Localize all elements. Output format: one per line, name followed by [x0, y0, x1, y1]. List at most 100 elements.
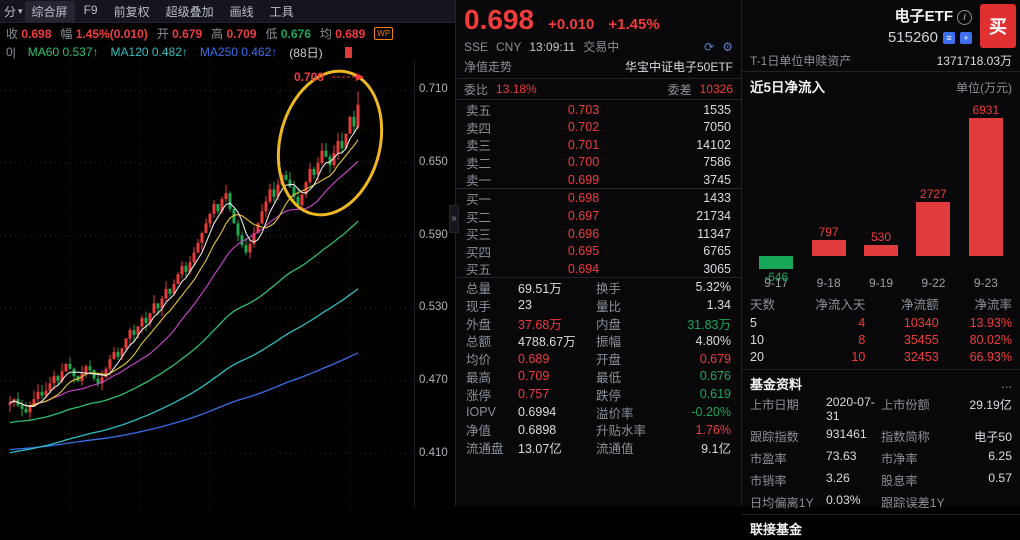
toolbar-tab-5[interactable]: 工具: [269, 4, 294, 19]
period-menu-clipped[interactable]: 分: [4, 4, 17, 19]
ask-price[interactable]: 0.699: [567, 172, 600, 187]
ask-price[interactable]: 0.701: [567, 137, 600, 152]
weicha-value: 10326: [699, 82, 733, 96]
last-price-row: 0.698 +0.010 +1.45%: [456, 0, 741, 36]
flow-bar-0: [759, 256, 794, 269]
ask-volume: 3745: [703, 172, 731, 187]
ma-legend-1: MA120 0.482↑: [110, 45, 188, 59]
info-icon[interactable]: i: [957, 10, 972, 25]
flow-cell-2-1: 10: [851, 350, 866, 364]
fund-info-grid: 上市日期 2020-07-31 上市份额 29.19亿 跟踪指数 931461 指数简称 电子…: [750, 395, 1012, 510]
flow-th-1: 净流入天: [815, 298, 866, 312]
kline-chart[interactable]: 0.709 0.710 0.650 0.590 0.530 0.470 0.410: [0, 61, 455, 507]
weibi-value: 13.18%: [496, 82, 537, 96]
more-link[interactable]: ...: [1001, 376, 1012, 391]
stat-row-6: 涨停 0.757 跌停 0.619: [466, 387, 731, 403]
chart-period: (88日): [289, 45, 323, 60]
axis-label-2: 0.590: [419, 228, 448, 241]
flow-bar-value-4: 6931: [972, 103, 1000, 117]
wp-badge-icon[interactable]: WP: [374, 26, 394, 40]
toolbar-tab-0[interactable]: 综合屏: [24, 0, 75, 22]
last-price: 0.698: [464, 4, 535, 35]
price-item-2: 开 0.679: [156, 26, 203, 41]
ask-label: 卖二: [466, 156, 492, 171]
flow-th-0: 天数: [750, 298, 776, 312]
flow-date-axis: 9-17 9-18 9-19 9-22 9-23: [742, 276, 1020, 292]
axis-label-4: 0.470: [419, 373, 448, 386]
ask-row: 卖二 0.700 7586: [456, 153, 741, 171]
ask-price[interactable]: 0.702: [567, 120, 600, 135]
bid-row: 买三 0.696 11347: [456, 224, 741, 243]
bid-volume: 3065: [703, 261, 731, 276]
flow-date-4: 9-23: [973, 276, 998, 290]
collapse-panel-handle[interactable]: »: [449, 205, 459, 233]
toolbar-tab-3[interactable]: 超级叠加: [165, 4, 214, 19]
weibi-label: 委比: [464, 82, 489, 97]
axis-label-1: 0.650: [419, 155, 448, 168]
flow-title-row: 近5日净流入 单位(万元): [742, 72, 1020, 96]
price-change: +0.010: [548, 16, 595, 33]
ask-price[interactable]: 0.703: [567, 102, 600, 117]
price-change-pct: +1.45%: [608, 16, 660, 33]
refresh-icon[interactable]: ⟳: [704, 39, 715, 54]
link-fund-title: 联接基金: [750, 522, 803, 537]
price-axis: 0.710 0.650 0.590 0.530 0.470 0.410: [414, 61, 456, 507]
link-fund-section-header: 联接基金: [742, 514, 1020, 540]
flow-bar-chart: -646 797 530 2727 6931: [750, 98, 1012, 284]
bid-price[interactable]: 0.696: [567, 226, 600, 241]
chevron-down-icon[interactable]: ▾: [18, 5, 23, 16]
kline-panel: 分 ▾ 综合屏 F9 前复权 超级叠加 画线 工具 收 0.698 幅 1.45%(0.01…: [0, 0, 455, 507]
flow-cell-0-1: 4: [858, 316, 866, 330]
bid-label: 买五: [466, 263, 492, 278]
flow-date-3: 9-22: [921, 276, 946, 290]
chart-toolbar: 分 ▾ 综合屏 F9 前复权 超级叠加 画线 工具: [0, 0, 455, 23]
kline-style-icon[interactable]: [344, 46, 352, 58]
nav-trend-link[interactable]: 净值走势: [464, 60, 513, 74]
ma-legend-bar: 0| MA60 0.537↑ MA120 0.482↑ MA250 0.462↑ (88…: [0, 43, 455, 61]
flow-bar-value-1: 797: [818, 225, 839, 240]
bid-price[interactable]: 0.698: [567, 191, 600, 206]
bid-price[interactable]: 0.695: [567, 244, 600, 259]
bid-label: 买一: [466, 192, 492, 207]
shortcut-list-icon[interactable]: ≡: [943, 31, 955, 44]
exchange-label: SSE: [464, 39, 489, 54]
stat-row-9: 流通盘 13.07亿 流通值 9.1亿: [466, 442, 731, 457]
flow-cell-1-2: 35455: [903, 333, 939, 347]
toolbar-tab-2[interactable]: 前复权: [113, 4, 150, 19]
flow-title: 近5日净流入: [750, 80, 826, 95]
bid-price[interactable]: 0.694: [567, 261, 600, 276]
ma-legend-2: MA250 0.462↑: [199, 45, 278, 59]
bid-row: 买二 0.697 21734: [456, 207, 741, 225]
fund-info-title: 基金资料: [750, 377, 803, 392]
price-item-0: 收 0.698: [6, 26, 52, 41]
flow-bar-value-0: -646: [764, 269, 789, 284]
fund-code: 515260: [887, 29, 938, 46]
gear-icon[interactable]: ⚙: [722, 39, 733, 54]
flow-date-1: 9-18: [816, 276, 841, 290]
flow-cell-2-3: 66.93%: [969, 350, 1012, 364]
buy-button[interactable]: 买: [980, 4, 1016, 48]
t1-label: T-1日单位申赎资产: [750, 54, 852, 68]
fund-header: 电子ETF i 515260 ≡ + 买: [742, 0, 1020, 50]
flow-th-2: 净流额: [901, 298, 939, 312]
bid-row: 买一 0.698 1433: [456, 189, 741, 207]
t1-value: 1371718.03万: [936, 54, 1012, 68]
shortcut-add-icon[interactable]: +: [960, 31, 972, 44]
flow-cell-1-0: 10: [750, 333, 764, 347]
flow-bar-1: [811, 240, 846, 256]
ask-volume: 1535: [703, 102, 731, 117]
stat-row-8: 净值 0.6898 升贴水率 1.76%: [466, 422, 731, 439]
stat-row-5: 最高 0.709 最低 0.676: [466, 369, 731, 385]
ask-price[interactable]: 0.700: [567, 155, 600, 170]
quote-meta-row: SSE CNY 13:09:11 交易中 ⟳ ⚙: [456, 36, 741, 57]
toolbar-tab-4[interactable]: 画线: [229, 4, 254, 19]
bid-volume: 21734: [696, 209, 731, 224]
bid-volume: 6765: [703, 244, 731, 259]
toolbar-tab-1[interactable]: F9: [83, 2, 98, 17]
flow-cell-1-1: 8: [858, 333, 866, 347]
bid-volume: 1433: [703, 191, 731, 206]
bid-price[interactable]: 0.697: [567, 209, 600, 224]
quote-time: 13:09:11: [529, 39, 576, 54]
flow-cell-1-3: 80.02%: [969, 333, 1012, 347]
flow-bar-value-2: 530: [870, 230, 892, 245]
